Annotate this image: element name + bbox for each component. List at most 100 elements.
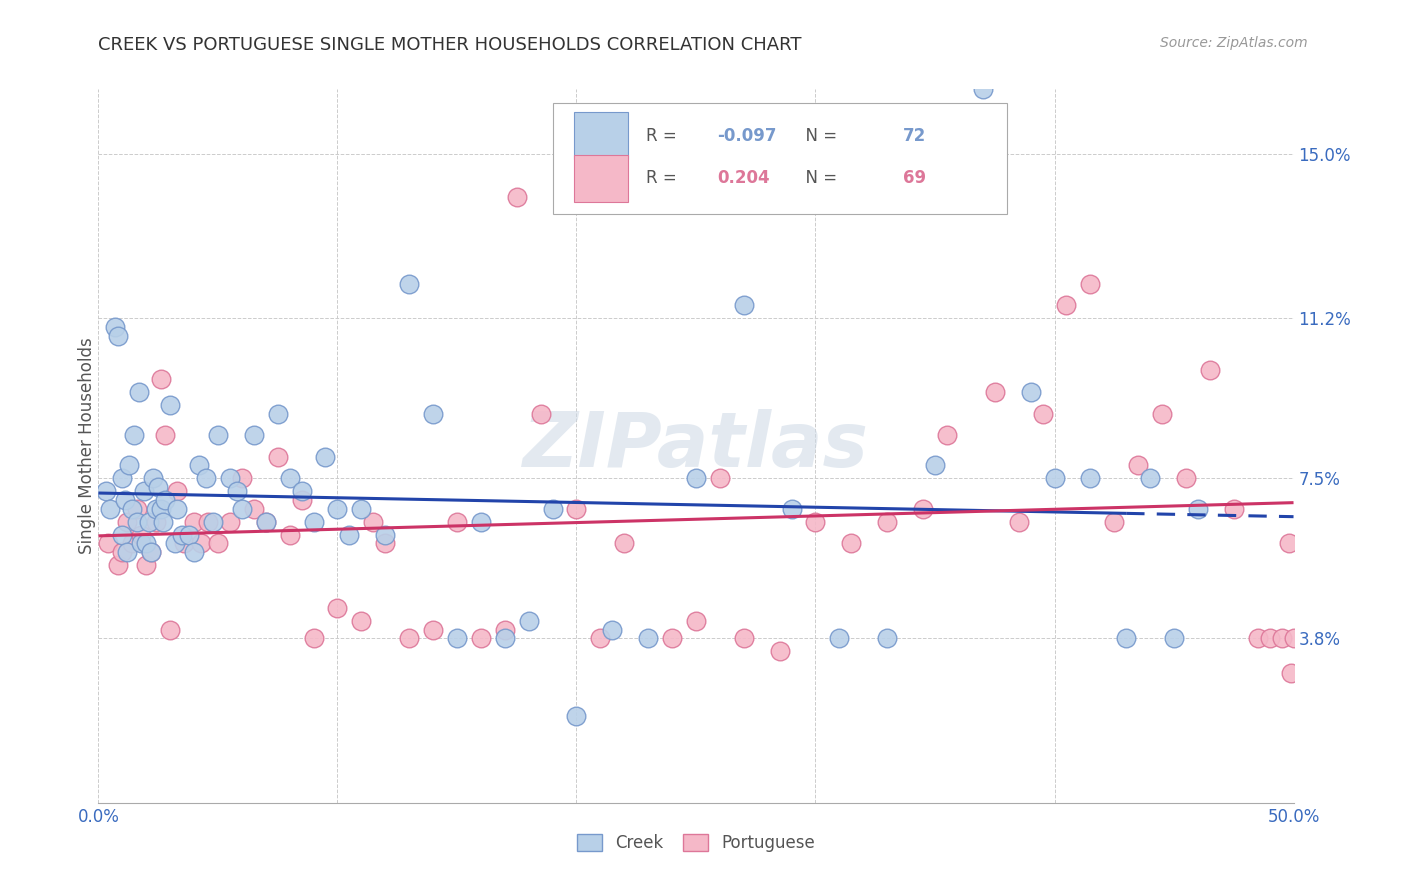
Point <box>111 527 134 541</box>
Point <box>517 614 540 628</box>
Point <box>231 471 253 485</box>
Point <box>190 536 212 550</box>
Point <box>446 515 468 529</box>
Text: R =: R = <box>645 127 682 145</box>
FancyBboxPatch shape <box>574 112 628 159</box>
Point <box>339 527 361 541</box>
Point <box>1080 471 1102 485</box>
Point <box>107 558 129 572</box>
Point <box>121 536 143 550</box>
Point <box>876 515 898 529</box>
Point <box>1187 501 1209 516</box>
Point <box>1247 632 1270 646</box>
Text: 72: 72 <box>903 127 927 145</box>
Point <box>155 428 177 442</box>
Point <box>661 632 683 646</box>
Point <box>142 471 165 485</box>
Point <box>1279 666 1302 681</box>
Point <box>98 501 122 516</box>
Point <box>1271 632 1294 646</box>
Point <box>135 558 157 572</box>
Point <box>709 471 731 485</box>
Point <box>155 493 177 508</box>
Point <box>172 527 194 541</box>
Point <box>125 515 148 529</box>
Point <box>243 501 266 516</box>
Text: 0.204: 0.204 <box>717 169 770 187</box>
FancyBboxPatch shape <box>553 103 1007 214</box>
Point <box>565 501 588 516</box>
Point <box>302 515 325 529</box>
Point <box>350 614 373 628</box>
Text: -0.097: -0.097 <box>717 127 778 145</box>
Point <box>183 515 205 529</box>
Point <box>207 536 229 550</box>
Point <box>128 384 150 399</box>
Point <box>541 501 564 516</box>
Point <box>936 428 959 442</box>
Point <box>780 501 803 516</box>
Point <box>183 545 205 559</box>
Text: CREEK VS PORTUGUESE SINGLE MOTHER HOUSEHOLDS CORRELATION CHART: CREEK VS PORTUGUESE SINGLE MOTHER HOUSEH… <box>98 36 801 54</box>
Point <box>374 527 396 541</box>
Text: R =: R = <box>645 169 688 187</box>
Point <box>506 190 529 204</box>
Point <box>1008 515 1031 529</box>
Point <box>1282 632 1305 646</box>
Point <box>422 407 444 421</box>
Point <box>166 501 188 516</box>
Point <box>197 515 219 529</box>
Point <box>278 471 301 485</box>
Point <box>1019 384 1042 399</box>
Point <box>494 623 516 637</box>
Point <box>1104 515 1126 529</box>
Point <box>302 632 325 646</box>
Point <box>207 428 229 442</box>
Point <box>422 623 444 637</box>
Point <box>841 536 863 550</box>
Point <box>1032 407 1054 421</box>
Text: 69: 69 <box>903 169 925 187</box>
Text: N =: N = <box>796 169 842 187</box>
Point <box>291 484 314 499</box>
Point <box>398 277 420 291</box>
Point <box>179 527 201 541</box>
Point <box>972 82 994 96</box>
Point <box>1278 536 1301 550</box>
Point <box>149 372 172 386</box>
Point <box>139 545 162 559</box>
Point <box>960 190 983 204</box>
Point <box>243 428 266 442</box>
Point <box>159 623 181 637</box>
Legend: Creek, Portuguese: Creek, Portuguese <box>569 827 823 859</box>
Point <box>163 536 186 550</box>
Point <box>1139 471 1161 485</box>
Point <box>602 623 624 637</box>
Point <box>1199 363 1222 377</box>
Point <box>363 515 385 529</box>
Point <box>114 493 136 508</box>
Text: Source: ZipAtlas.com: Source: ZipAtlas.com <box>1160 36 1308 50</box>
Point <box>589 632 612 646</box>
Point <box>685 614 707 628</box>
Point <box>374 536 396 550</box>
Text: ZIPatlas: ZIPatlas <box>523 409 869 483</box>
Point <box>828 632 851 646</box>
Point <box>125 501 148 516</box>
Point <box>254 515 277 529</box>
Point <box>111 471 134 485</box>
Point <box>733 632 755 646</box>
Point <box>637 632 659 646</box>
Point <box>219 515 242 529</box>
Point <box>876 632 898 646</box>
Point <box>278 527 301 541</box>
Point <box>267 450 290 464</box>
Point <box>1128 458 1150 473</box>
Point <box>494 632 516 646</box>
Point <box>195 471 218 485</box>
Point <box>768 644 790 658</box>
Point <box>1043 471 1066 485</box>
FancyBboxPatch shape <box>574 155 628 202</box>
Point <box>398 632 420 646</box>
Point <box>132 484 155 499</box>
